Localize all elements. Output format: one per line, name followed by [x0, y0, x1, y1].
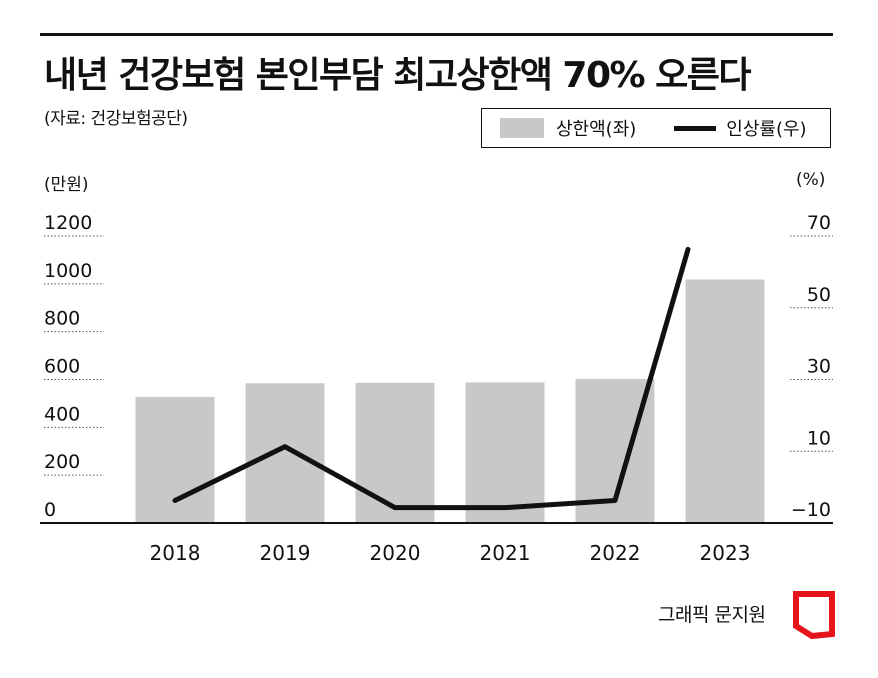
right-tick-label: 50	[807, 284, 831, 306]
bar-2018	[135, 396, 215, 522]
publisher-logo-icon	[793, 591, 835, 640]
graphic-credit: 그래픽 문지원	[658, 604, 766, 626]
legend: 상한액(좌) 인상률(우)	[481, 108, 831, 148]
x-tick-label: 2023	[700, 541, 751, 565]
legend-line-swatch	[674, 125, 717, 131]
left-axis-unit: (만원)	[44, 175, 89, 195]
left-tick-label: 1000	[44, 260, 92, 282]
right-tick-label: 10	[807, 427, 831, 449]
right-tick-label: 70	[807, 212, 831, 234]
legend-bar-swatch	[500, 118, 544, 138]
x-tick-label: 2018	[150, 541, 201, 565]
legend-bar-label: 상한액(좌)	[556, 119, 637, 140]
right-axis-unit: (%)	[796, 170, 826, 190]
left-tick-label: 1200	[44, 212, 92, 234]
right-tick-label: −10	[791, 499, 831, 521]
bar-2019	[245, 383, 325, 522]
chart-title: 내년 건강보험 본인부담 최고상한액 70% 오른다	[44, 55, 752, 96]
left-tick-label: 400	[44, 403, 80, 425]
bar-2023	[685, 279, 765, 522]
top-rule	[40, 33, 833, 36]
legend-line-label: 인상률(우)	[726, 119, 807, 140]
bar-2020	[355, 382, 435, 522]
left-tick-label: 800	[44, 308, 80, 330]
source-note: (자료: 건강보험공단)	[44, 109, 188, 129]
legend-item-bar: 상한액(좌)	[482, 115, 636, 141]
left-tick-label: 600	[44, 356, 80, 378]
x-tick-label: 2019	[260, 541, 311, 565]
left-tick-label: 0	[44, 499, 56, 521]
rate-line-series	[172, 246, 691, 511]
bar-2021	[465, 382, 545, 522]
right-tick-label: 30	[807, 356, 831, 378]
x-tick-label: 2022	[590, 541, 641, 565]
legend-item-line: 인상률(우)	[636, 115, 807, 141]
x-tick-label: 2021	[480, 541, 531, 565]
left-tick-label: 200	[44, 451, 80, 473]
x-tick-label: 2020	[370, 541, 421, 565]
